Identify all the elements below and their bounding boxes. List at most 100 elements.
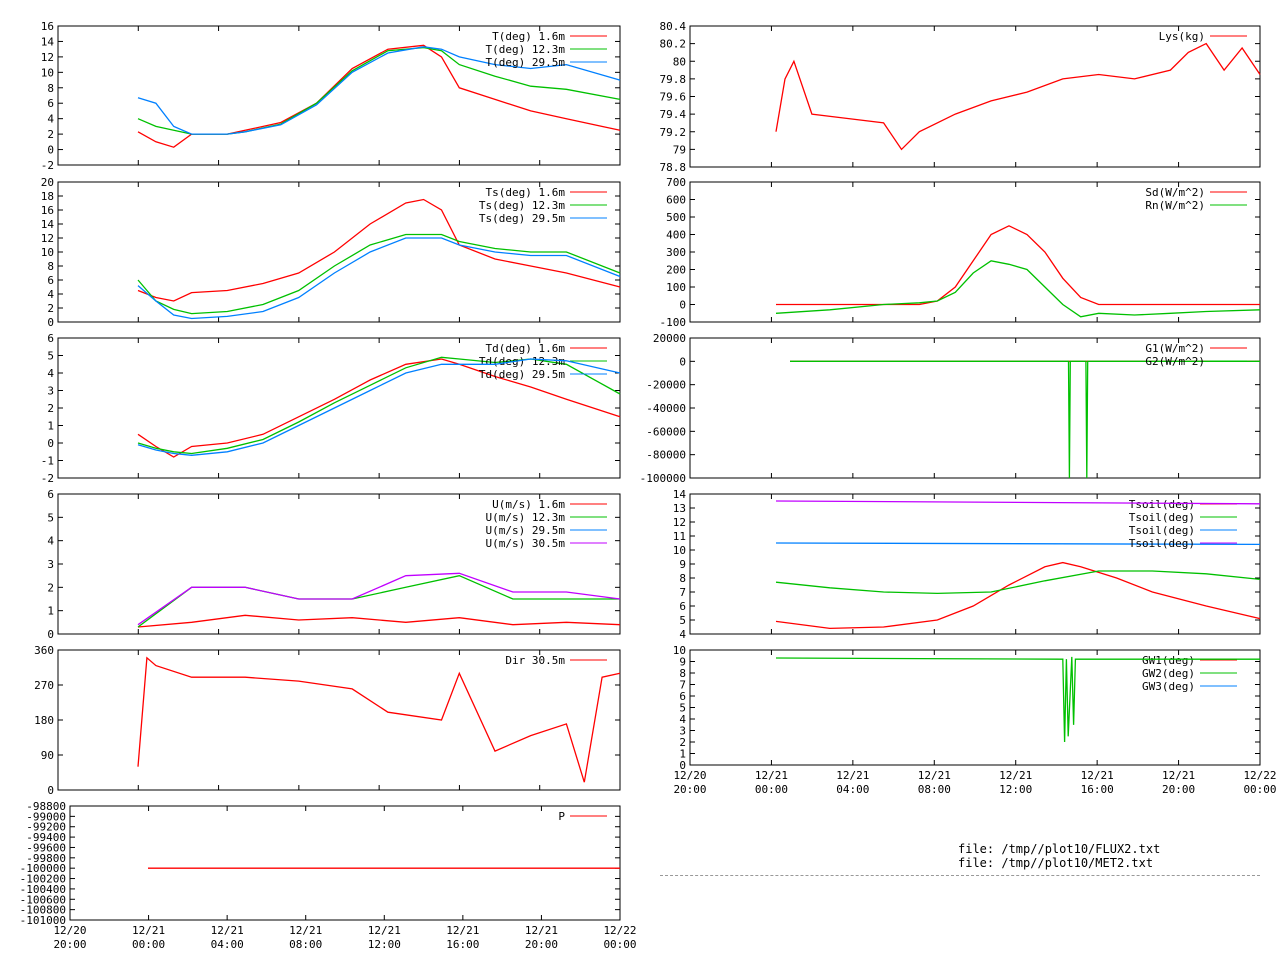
series-line-Ts-2 xyxy=(137,237,621,320)
ytick-label-T: 6 xyxy=(47,97,54,110)
ytick-label-T: 12 xyxy=(41,51,54,64)
ytick-label-Tsoil: 9 xyxy=(679,558,686,571)
legend-label-U-3: U(m/s) 30.5m xyxy=(486,537,566,550)
ytick-label-Td: 6 xyxy=(47,332,54,345)
series-line-U-3 xyxy=(137,572,621,626)
ytick-label-Ts: 14 xyxy=(41,218,55,231)
ytick-label-U: 4 xyxy=(47,535,54,548)
series-line-T-0 xyxy=(137,44,621,148)
ytick-label-Lys: 79 xyxy=(673,143,686,156)
legend-label-Tsoil-3: Tsoil(deg) xyxy=(1129,537,1195,550)
file-label-flux: file: /tmp//plot10/FLUX2.txt xyxy=(958,842,1161,856)
ytick-label-T: 0 xyxy=(47,144,54,157)
xtick-label-date-left: 12/21 xyxy=(132,924,165,937)
xtick-label-time-right: 20:00 xyxy=(1162,783,1195,796)
ytick-label-P: -99600 xyxy=(26,841,66,854)
legend-label-Tsoil-1: Tsoil(deg) xyxy=(1129,511,1195,524)
legend-label-Ts-0: Ts(deg) 1.6m xyxy=(486,186,566,199)
plot-frame-T xyxy=(57,25,621,166)
xtick-label-time-left: 00:00 xyxy=(603,938,636,951)
series-line-Td-2 xyxy=(137,358,621,456)
ytick-label-P: -100200 xyxy=(20,873,66,886)
ytick-label-G: -80000 xyxy=(646,449,686,462)
ytick-label-Tsoil: 6 xyxy=(679,600,686,613)
xtick-label-time-right: 04:00 xyxy=(836,783,869,796)
series-line-G-1 xyxy=(790,360,1260,479)
ytick-label-Td: -1 xyxy=(41,455,54,468)
ytick-label-Tsoil: 7 xyxy=(679,586,686,599)
ytick-label-Tsoil: 14 xyxy=(673,488,687,501)
ytick-label-Lys: 79.2 xyxy=(660,126,687,139)
xtick-label-date-left: 12/21 xyxy=(446,924,479,937)
ytick-label-T: 16 xyxy=(41,20,54,33)
ytick-label-Lys: 80 xyxy=(673,55,686,68)
series-line-Sd-0 xyxy=(776,225,1260,306)
ytick-label-P: -99800 xyxy=(26,852,66,865)
ytick-label-Sd: 0 xyxy=(679,299,686,312)
ytick-label-P: -99200 xyxy=(26,821,66,834)
ytick-label-Ts: 12 xyxy=(41,232,54,245)
xtick-label-time-right: 08:00 xyxy=(918,783,951,796)
xtick-label-date-right: 12/20 xyxy=(673,769,706,782)
legend-label-T-1: T(deg) 12.3m xyxy=(486,43,566,56)
ytick-label-Sd: 200 xyxy=(666,264,686,277)
xtick-label-date-right: 12/21 xyxy=(1162,769,1195,782)
ytick-label-Ts: 20 xyxy=(41,176,54,189)
xtick-label-date-right: 12/22 xyxy=(1243,769,1276,782)
xtick-label-date-right: 12/21 xyxy=(999,769,1032,782)
legend-label-Tsoil-0: Tsoil(deg) xyxy=(1129,498,1195,511)
xtick-label-date-right: 12/21 xyxy=(755,769,788,782)
xtick-label-time-right: 12:00 xyxy=(999,783,1032,796)
legend-label-G-1: G2(W/m^2) xyxy=(1145,355,1205,368)
ytick-label-T: -2 xyxy=(41,159,54,172)
xtick-label-time-left: 20:00 xyxy=(525,938,558,951)
ytick-label-Lys: 79.4 xyxy=(660,108,687,121)
xtick-label-date-left: 12/21 xyxy=(368,924,401,937)
ytick-label-U: 1 xyxy=(47,605,54,618)
ytick-label-G: 0 xyxy=(679,355,686,368)
xtick-label-date-left: 12/21 xyxy=(525,924,558,937)
xtick-label-time-left: 00:00 xyxy=(132,938,165,951)
ytick-label-Td: 5 xyxy=(47,350,54,363)
legend-label-GW-2: GW3(deg) xyxy=(1142,680,1195,693)
ytick-label-Dir: 90 xyxy=(41,749,54,762)
ytick-label-Lys: 79.6 xyxy=(660,91,687,104)
ytick-label-P: -99000 xyxy=(26,810,66,823)
ytick-label-U: 6 xyxy=(47,488,54,501)
ytick-label-Dir: 360 xyxy=(34,644,54,657)
ytick-label-U: 5 xyxy=(47,511,54,524)
legend-label-Ts-1: Ts(deg) 12.3m xyxy=(479,199,565,212)
ytick-label-G: -20000 xyxy=(646,379,686,392)
ytick-label-Ts: 16 xyxy=(41,204,54,217)
ytick-label-G: 20000 xyxy=(653,332,686,345)
ytick-label-GW: 9 xyxy=(679,656,686,669)
xtick-label-date-right: 12/21 xyxy=(918,769,951,782)
xtick-label-time-left: 16:00 xyxy=(446,938,479,951)
ytick-label-GW: 7 xyxy=(679,679,686,692)
ytick-label-Tsoil: 10 xyxy=(673,544,686,557)
series-line-Tsoil-2 xyxy=(775,542,1261,546)
ytick-label-Sd: 500 xyxy=(666,211,686,224)
ytick-label-Tsoil: 4 xyxy=(679,628,686,641)
ytick-label-P: -101000 xyxy=(20,914,66,927)
ytick-label-GW: 6 xyxy=(679,690,686,703)
ytick-label-Td: 1 xyxy=(47,420,54,433)
ytick-label-Sd: 700 xyxy=(666,176,686,189)
ytick-label-Tsoil: 8 xyxy=(679,572,686,585)
ytick-label-Td: 3 xyxy=(47,385,54,398)
ytick-label-G: -40000 xyxy=(646,402,686,415)
series-line-Dir-0 xyxy=(137,656,621,783)
series-line-Tsoil-1 xyxy=(775,570,1261,595)
xtick-label-time-right: 20:00 xyxy=(673,783,706,796)
ytick-label-Ts: 10 xyxy=(41,246,54,259)
legend-label-GW-1: GW2(deg) xyxy=(1142,667,1195,680)
ytick-label-GW: 4 xyxy=(679,713,686,726)
legend-label-Sd-0: Sd(W/m^2) xyxy=(1145,186,1205,199)
ytick-label-U: 0 xyxy=(47,628,54,641)
series-line-T-2 xyxy=(137,46,621,135)
ytick-label-Sd: 400 xyxy=(666,229,686,242)
legend-label-Dir-0: Dir 30.5m xyxy=(505,654,565,667)
ytick-label-Tsoil: 11 xyxy=(673,530,686,543)
xtick-label-time-left: 12:00 xyxy=(368,938,401,951)
file-label-met: file: /tmp//plot10/MET2.txt xyxy=(958,856,1154,870)
